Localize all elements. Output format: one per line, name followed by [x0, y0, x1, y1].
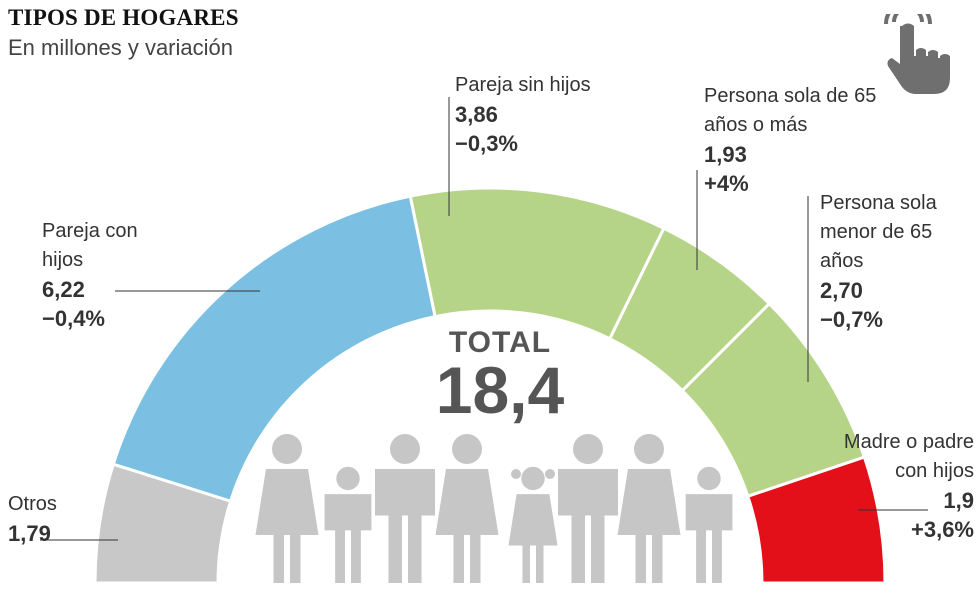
person-woman [435, 434, 499, 583]
slice-change: −0,3% [455, 131, 518, 156]
slice-value: 6,22 [42, 277, 85, 302]
label-pareja-con-hijos: Pareja con hijos 6,22 −0,4% [42, 217, 162, 333]
people-silhouettes-icon [255, 434, 733, 583]
slice-value: 3,86 [455, 102, 498, 127]
person-woman [255, 434, 319, 583]
label-madre-padre-con-hijos: Madre o padre con hijos 1,9 +3,6% [840, 428, 974, 544]
slice-name: Persona sola de 65 años o más [704, 85, 877, 136]
person-woman [617, 434, 681, 583]
person-girl [508, 466, 558, 583]
slice-name: Madre o padre con hijos [843, 431, 974, 482]
slice-value: 2,70 [820, 278, 863, 303]
person-man [375, 434, 435, 583]
slice-name: Otros [8, 493, 57, 515]
label-pareja-sin-hijos: Pareja sin hijos 3,86 −0,3% [455, 71, 635, 158]
chart-subtitle: En millones y variación [8, 35, 233, 60]
total-value: 18,4 [435, 353, 565, 427]
slice-value: 1,79 [8, 521, 51, 546]
slice-name: Pareja sin hijos [455, 74, 591, 96]
slice-name: Pareja con hijos [42, 220, 138, 271]
slice-change: −0,7% [820, 307, 883, 332]
slice-change: +4% [704, 171, 749, 196]
slice-change: +3,6% [911, 517, 974, 542]
total-label: TOTAL [448, 326, 552, 359]
slice-value: 1,9 [943, 488, 974, 513]
label-persona-sola-65-mas: Persona sola de 65 años o más 1,93 +4% [704, 82, 904, 198]
person-child [324, 466, 372, 583]
slice-value: 1,93 [704, 142, 747, 167]
person-child [685, 466, 733, 583]
label-otros: Otros 1,79 [8, 490, 57, 548]
slice-name: Persona sola menor de 65 años [820, 192, 937, 272]
label-persona-sola-menor-65: Persona sola menor de 65 años 2,70 −0,7% [820, 189, 950, 334]
slice-change: −0,4% [42, 306, 105, 331]
chart-title: TIPOS DE HOGARES [8, 5, 239, 30]
slice-5 [745, 455, 887, 585]
person-man [558, 434, 618, 583]
